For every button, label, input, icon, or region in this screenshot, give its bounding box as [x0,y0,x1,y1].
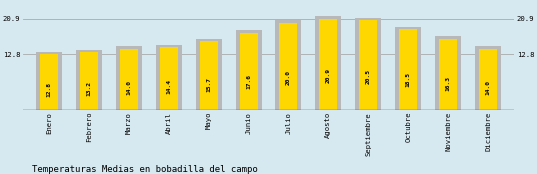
Bar [40,54,58,110]
Text: 15.7: 15.7 [206,77,211,92]
Text: 20.0: 20.0 [286,70,291,85]
Text: 13.2: 13.2 [86,81,91,96]
Bar [435,36,461,110]
Bar [279,23,297,110]
Bar [120,49,138,110]
Bar [395,26,421,110]
Bar [355,18,381,110]
Bar [80,52,98,110]
Bar [195,39,222,110]
Bar [76,50,102,110]
Bar [359,20,378,110]
Bar [479,49,497,110]
Bar [275,20,301,110]
Bar [159,47,178,110]
Text: 20.9: 20.9 [326,68,331,83]
Text: 14.0: 14.0 [126,80,132,94]
Text: 20.5: 20.5 [366,69,371,84]
Bar [36,52,62,110]
Bar [240,33,258,110]
Text: 18.5: 18.5 [405,72,411,87]
Bar [236,30,262,110]
Bar [116,46,142,110]
Text: 14.4: 14.4 [166,79,171,94]
Text: 17.6: 17.6 [246,74,251,89]
Text: Temperaturas Medias en bobadilla del campo: Temperaturas Medias en bobadilla del cam… [32,165,258,174]
Bar [399,29,417,110]
Text: 12.8: 12.8 [47,82,52,97]
Text: 16.3: 16.3 [446,76,451,91]
Text: 14.0: 14.0 [485,80,490,94]
Bar [315,16,342,110]
Bar [475,46,501,110]
Bar [156,45,182,110]
Bar [439,39,457,110]
Bar [320,19,337,110]
Bar [200,41,217,110]
